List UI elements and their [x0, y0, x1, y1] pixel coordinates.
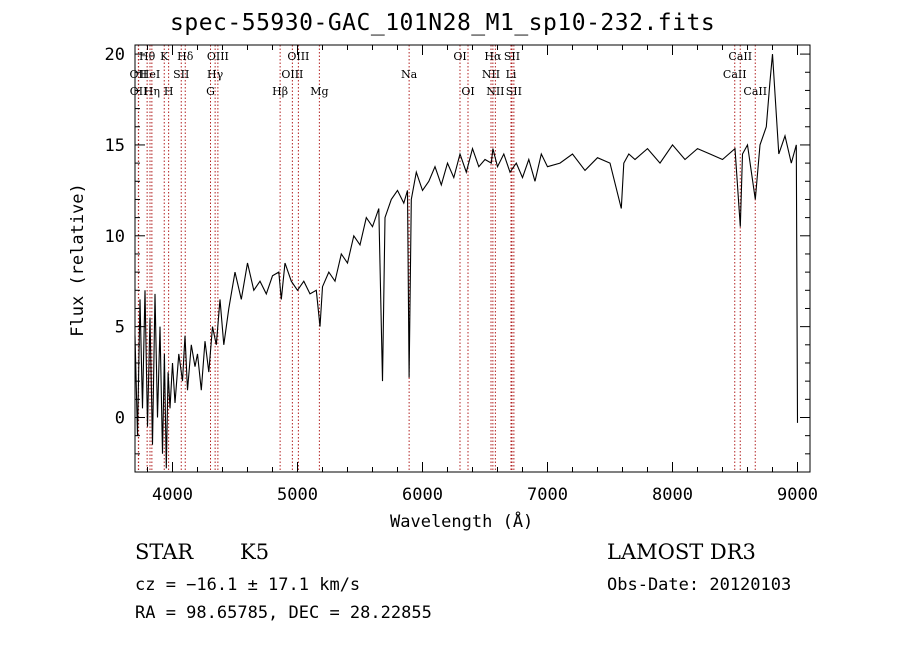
emission-line-label: Hη: [144, 85, 160, 98]
emission-line-markers: [137, 45, 756, 472]
spectrum-line: [134, 54, 799, 469]
x-tick-label: 4000: [152, 485, 193, 505]
x-axis-label: Wavelength (Å): [390, 512, 534, 532]
y-tick-label: 10: [105, 227, 125, 247]
emission-line-label: OIII: [207, 50, 229, 63]
emission-line-label: CaII: [723, 68, 747, 81]
emission-line-label: OII: [130, 85, 148, 98]
emission-line-label: Mg: [310, 85, 328, 98]
y-axis-label: Flux (relative): [68, 183, 88, 337]
emission-line-label: H: [164, 85, 174, 98]
survey-name: LAMOST DR3: [607, 540, 756, 564]
object-subclass: K5: [240, 540, 270, 564]
plot-frame: [134, 44, 811, 473]
emission-line-label: Hγ: [207, 68, 224, 81]
y-tick-label: 20: [105, 45, 125, 65]
chart-title: spec-55930-GAC_101N28_M1_sp10-232.fits: [170, 10, 716, 36]
emission-line-label: OI: [453, 50, 466, 63]
x-tick-label: 6000: [402, 485, 443, 505]
x-tick-label: 7000: [527, 485, 568, 505]
redshift-value: cz = −16.1 ± 17.1 km/s: [135, 575, 361, 595]
x-tick-label: 5000: [277, 485, 318, 505]
emission-line-label: OI: [461, 85, 474, 98]
emission-line-label: OIII: [287, 50, 309, 63]
emission-line-label: HeI: [140, 68, 160, 81]
x-axis-ticks: 4000 5000 6000 7000 8000 9000: [147, 45, 818, 505]
observation-date: Obs-Date: 20120103: [607, 575, 792, 595]
emission-line-label: Li: [506, 68, 517, 81]
emission-line-label: G: [206, 85, 215, 98]
y-tick-label: 15: [105, 136, 125, 156]
emission-line-label: SII: [504, 50, 520, 63]
emission-line-label: OII: [130, 68, 148, 81]
y-tick-label: 0: [115, 408, 125, 428]
emission-line-label: Na: [401, 68, 418, 81]
y-axis-ticks: 0 5 10 15 20: [105, 45, 810, 455]
x-tick-label: 9000: [777, 485, 818, 505]
emission-line-label: SII: [173, 68, 189, 81]
emission-line-label: CaII: [743, 85, 767, 98]
coordinates: RA = 98.65785, DEC = 28.22855: [135, 603, 432, 623]
y-tick-label: 5: [115, 318, 125, 338]
emission-line-labels: HθOIIOIIHeIHηKHSIIHδGHγOIIIHβOIIIOIIIMgN…: [130, 50, 768, 98]
emission-line-label: CaII: [728, 50, 752, 63]
emission-line-label: K: [160, 50, 169, 63]
emission-line-label: Hα: [484, 50, 502, 63]
emission-line-label: NII: [486, 85, 504, 98]
object-class: STAR: [135, 540, 194, 564]
emission-line-label: OIII: [281, 68, 303, 81]
emission-line-label: Hδ: [177, 50, 194, 63]
emission-line-label: SII: [506, 85, 522, 98]
emission-line-label: Hθ: [139, 50, 156, 63]
emission-line-label: NII: [482, 68, 500, 81]
emission-line-label: Hβ: [272, 85, 288, 98]
x-tick-label: 8000: [652, 485, 693, 505]
